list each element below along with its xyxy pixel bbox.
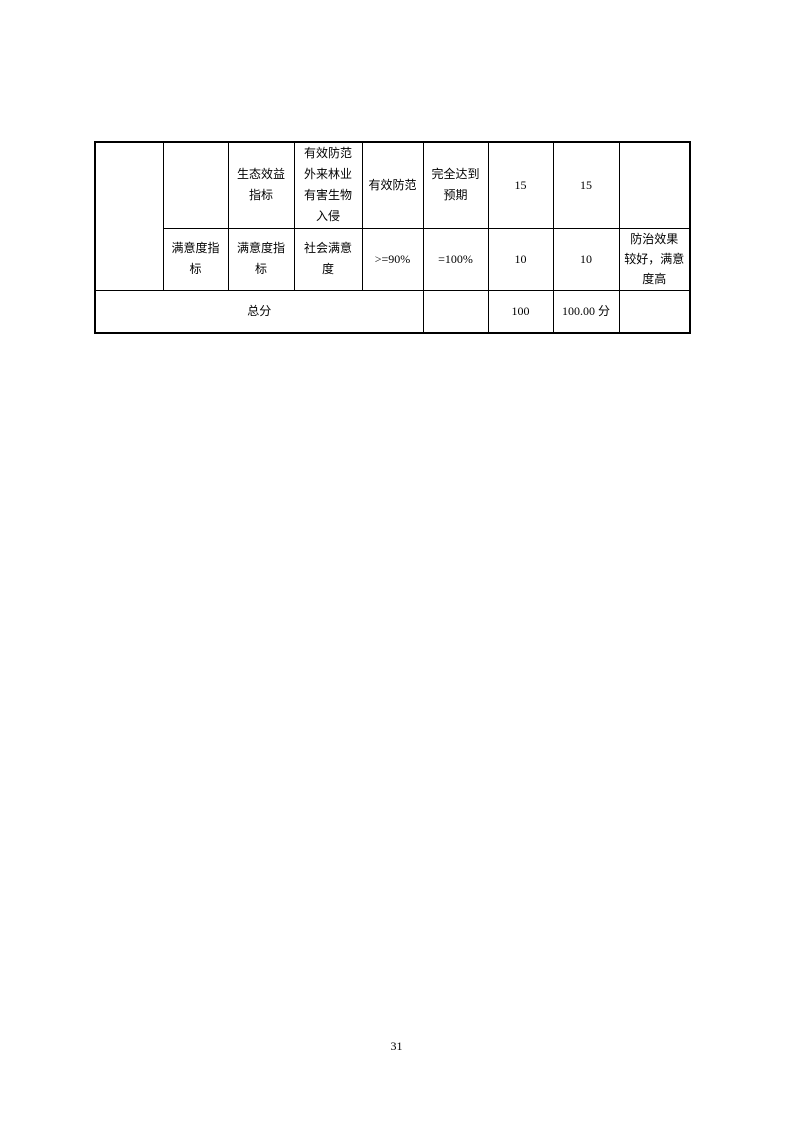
category-side-cell	[94, 141, 164, 291]
total-blank-cell	[422, 289, 489, 334]
table-row-satisfaction: 满意度指 标 满意度指 标 社会满意 度 >=90% =100% 10 10 防…	[95, 227, 691, 291]
eco-actual-cell: 完全达到 预期	[422, 141, 489, 229]
total-label-cell: 总分	[94, 289, 424, 334]
eco-target-cell: 有效防范	[361, 141, 424, 229]
satisfaction-target-cell: >=90%	[361, 227, 424, 291]
eco-level1-cell	[162, 141, 229, 229]
score-table: 生态效益 指标 有效防范 外来林业 有害生物 入侵 有效防范 完全达到 预期 1…	[94, 141, 691, 334]
table-row-eco: 生态效益 指标 有效防范 外来林业 有害生物 入侵 有效防范 完全达到 预期 1…	[94, 141, 691, 291]
satisfaction-score-cell: 10	[552, 227, 620, 291]
total-remark-cell	[618, 289, 691, 334]
page-number: 31	[390, 1039, 403, 1053]
eco-weight-cell: 15	[487, 141, 554, 229]
eco-remark-cell	[618, 141, 691, 229]
satisfaction-level3-cell: 社会满意 度	[293, 227, 363, 291]
satisfaction-weight-cell: 10	[487, 227, 554, 291]
eco-score-cell: 15	[552, 141, 620, 229]
eco-level2-cell: 生态效益 指标	[227, 141, 295, 229]
total-weight-cell: 100	[487, 289, 554, 334]
satisfaction-level1-cell: 满意度指 标	[162, 227, 229, 291]
eco-level3-cell: 有效防范 外来林业 有害生物 入侵	[293, 141, 363, 229]
total-score-cell: 100.00 分	[552, 289, 620, 334]
satisfaction-level2-cell: 满意度指 标	[227, 227, 295, 291]
satisfaction-remark-cell: 防治效果 较好，满意 度高	[618, 227, 691, 291]
table-row-total: 总分 100 100.00 分	[94, 289, 691, 334]
satisfaction-actual-cell: =100%	[422, 227, 489, 291]
